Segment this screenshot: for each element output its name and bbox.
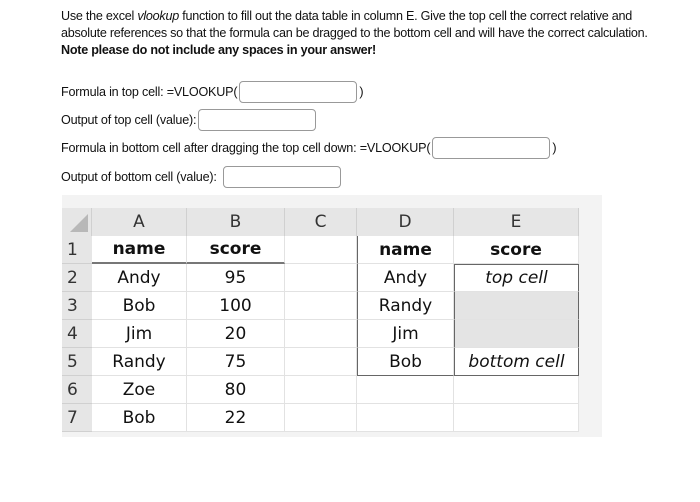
row-header-5: 5 xyxy=(62,348,92,376)
row-header-6: 6 xyxy=(62,376,92,404)
cell-a7: Bob xyxy=(92,404,187,432)
question-bottom-output: Output of bottom cell (value): xyxy=(61,166,343,188)
instruction-emphasis: vlookup xyxy=(137,9,179,23)
question-suffix: ) xyxy=(359,85,364,99)
cell-d1: name xyxy=(357,236,454,264)
row-header-2: 2 xyxy=(62,264,92,292)
row-header-1: 1 xyxy=(62,236,92,264)
instructions: Use the excel vlookup function to fill o… xyxy=(61,8,648,59)
column-header-d: D xyxy=(357,208,454,236)
question-label: Output of top cell (value): xyxy=(61,113,197,127)
cell-a4: Jim xyxy=(92,320,187,348)
column-header-b: B xyxy=(187,208,285,236)
row-header-4: 4 xyxy=(62,320,92,348)
cell-b4: 20 xyxy=(187,320,285,348)
cell-a6: Zoe xyxy=(92,376,187,404)
instruction-note: Note please do not include any spaces in… xyxy=(61,43,376,57)
question-top-output: Output of top cell (value): xyxy=(61,109,318,131)
column-header-e: E xyxy=(454,208,579,236)
question-label: Output of bottom cell (value): xyxy=(61,170,217,184)
cell-c7 xyxy=(285,404,357,432)
cell-e7 xyxy=(454,404,579,432)
cell-d7 xyxy=(357,404,454,432)
corner-triangle-icon xyxy=(70,214,88,232)
cell-d5: Bob xyxy=(357,348,454,376)
cell-d4: Jim xyxy=(357,320,454,348)
question-label: Formula in bottom cell after dragging th… xyxy=(61,141,431,155)
spreadsheet-image: A B C D E 1 name score name score 2 Andy 95 Andy top c… xyxy=(62,195,602,437)
instruction-text: absolute references so that the formula … xyxy=(61,26,648,40)
cell-b6: 80 xyxy=(187,376,285,404)
column-header-c: C xyxy=(285,208,357,236)
select-all-corner xyxy=(62,208,92,236)
instruction-text: function to fill out the data table in c… xyxy=(178,9,633,23)
row-header-7: 7 xyxy=(62,404,92,432)
cell-b3: 100 xyxy=(187,292,285,320)
cell-b5: 75 xyxy=(187,348,285,376)
cell-b1: score xyxy=(187,236,285,264)
cell-c4 xyxy=(285,320,357,348)
cell-c5 xyxy=(285,348,357,376)
cell-b7: 22 xyxy=(187,404,285,432)
cell-a1: name xyxy=(92,236,187,264)
cell-d6 xyxy=(357,376,454,404)
top-formula-input[interactable] xyxy=(239,81,358,103)
question-label: Formula in top cell: =VLOOKUP( xyxy=(61,85,238,99)
question-top-formula: Formula in top cell: =VLOOKUP() xyxy=(61,81,364,103)
cell-e6 xyxy=(454,376,579,404)
cell-e3 xyxy=(454,292,579,320)
row-header-3: 3 xyxy=(62,292,92,320)
top-output-input[interactable] xyxy=(198,109,317,131)
cell-c2 xyxy=(285,264,357,292)
cell-d2: Andy xyxy=(357,264,454,292)
instruction-text: Use the excel xyxy=(61,9,138,23)
cell-c6 xyxy=(285,376,357,404)
cell-a5: Randy xyxy=(92,348,187,376)
cell-a3: Bob xyxy=(92,292,187,320)
cell-e4 xyxy=(454,320,579,348)
cell-d3: Randy xyxy=(357,292,454,320)
cell-e5: bottom cell xyxy=(454,348,579,376)
cell-c1 xyxy=(285,236,357,264)
question-bottom-formula: Formula in bottom cell after dragging th… xyxy=(61,137,557,159)
column-header-a: A xyxy=(92,208,187,236)
cell-e2: top cell xyxy=(454,264,579,292)
cell-b2: 95 xyxy=(187,264,285,292)
cell-c3 xyxy=(285,292,357,320)
question-suffix: ) xyxy=(552,141,557,155)
bottom-output-input[interactable] xyxy=(222,166,341,188)
cell-e1: score xyxy=(454,236,579,264)
cell-a2: Andy xyxy=(92,264,187,292)
bottom-formula-input[interactable] xyxy=(432,137,551,159)
